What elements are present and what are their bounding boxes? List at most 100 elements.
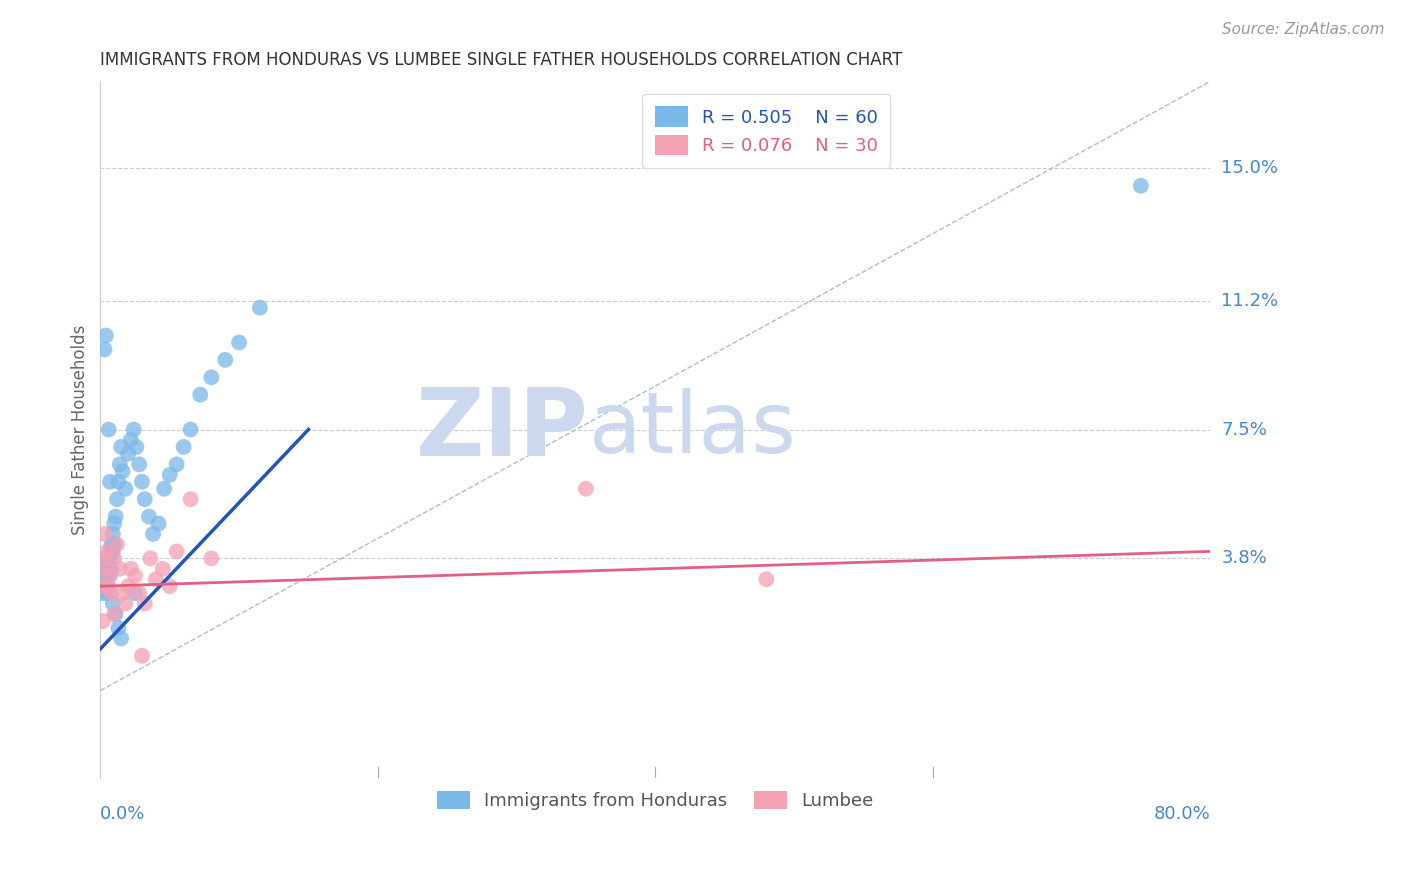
Point	[98, 568, 121, 582]
Point	[188, 387, 211, 401]
Point	[134, 492, 156, 507]
Point	[96, 586, 118, 600]
Point	[103, 516, 125, 531]
Text: 3.8%: 3.8%	[1222, 549, 1267, 567]
Point	[131, 475, 153, 489]
Point	[180, 423, 202, 437]
Text: 0.0%: 0.0%	[100, 805, 146, 823]
Point	[97, 568, 120, 582]
Point	[153, 482, 176, 496]
Point	[142, 527, 165, 541]
Point	[166, 458, 188, 472]
Point	[107, 621, 129, 635]
Point	[91, 614, 114, 628]
Point	[114, 597, 136, 611]
Point	[93, 579, 115, 593]
Point	[94, 566, 117, 580]
Point	[755, 572, 778, 586]
Point	[104, 509, 127, 524]
Text: 7.5%: 7.5%	[1222, 420, 1267, 439]
Point	[101, 544, 124, 558]
Text: IMMIGRANTS FROM HONDURAS VS LUMBEE SINGLE FATHER HOUSEHOLDS CORRELATION CHART: IMMIGRANTS FROM HONDURAS VS LUMBEE SINGL…	[100, 51, 903, 69]
Point	[148, 516, 170, 531]
Point	[93, 527, 115, 541]
Text: 11.2%: 11.2%	[1222, 292, 1278, 310]
Point	[200, 551, 222, 566]
Point	[90, 579, 112, 593]
Point	[134, 597, 156, 611]
Point	[138, 509, 160, 524]
Point	[100, 562, 122, 576]
Point	[105, 492, 128, 507]
Point	[228, 335, 250, 350]
Point	[200, 370, 222, 384]
Point	[97, 579, 120, 593]
Point	[98, 544, 121, 558]
Point	[91, 572, 114, 586]
Point	[96, 562, 118, 576]
Point	[103, 607, 125, 621]
Point	[166, 544, 188, 558]
Point	[98, 551, 121, 566]
Point	[91, 551, 114, 566]
Point	[101, 597, 124, 611]
Point	[180, 492, 202, 507]
Point	[159, 467, 181, 482]
Point	[105, 537, 128, 551]
Point	[125, 440, 148, 454]
Point	[90, 568, 112, 582]
Point	[114, 482, 136, 496]
Point	[110, 440, 132, 454]
Point	[131, 648, 153, 663]
Point	[128, 458, 150, 472]
Point	[122, 423, 145, 437]
Point	[90, 579, 112, 593]
Point	[94, 575, 117, 590]
Point	[91, 562, 114, 576]
Text: ZIP: ZIP	[416, 384, 589, 475]
Text: Source: ZipAtlas.com: Source: ZipAtlas.com	[1222, 22, 1385, 37]
Text: 80.0%: 80.0%	[1153, 805, 1211, 823]
Point	[91, 586, 114, 600]
Point	[117, 579, 139, 593]
Point	[249, 301, 271, 315]
Point	[214, 352, 236, 367]
Legend: Immigrants from Honduras, Lumbee: Immigrants from Honduras, Lumbee	[430, 784, 880, 817]
Point	[110, 632, 132, 646]
Point	[98, 475, 121, 489]
Point	[120, 433, 142, 447]
Point	[93, 568, 115, 582]
Point	[108, 562, 131, 576]
Point	[103, 537, 125, 551]
Point	[104, 607, 127, 621]
Point	[96, 544, 118, 558]
Point	[93, 343, 115, 357]
Point	[101, 527, 124, 541]
Point	[97, 558, 120, 573]
Point	[139, 551, 162, 566]
Point	[120, 562, 142, 576]
Text: 15.0%: 15.0%	[1222, 160, 1278, 178]
Point	[124, 568, 146, 582]
Point	[124, 586, 146, 600]
Point	[108, 458, 131, 472]
Point	[93, 558, 115, 573]
Y-axis label: Single Father Households: Single Father Households	[72, 325, 89, 534]
Point	[100, 537, 122, 551]
Point	[100, 586, 122, 600]
Point	[94, 328, 117, 343]
Text: atlas: atlas	[589, 388, 797, 471]
Point	[107, 475, 129, 489]
Point	[128, 586, 150, 600]
Point	[94, 562, 117, 576]
Point	[111, 586, 134, 600]
Point	[575, 482, 598, 496]
Point	[173, 440, 195, 454]
Point	[111, 464, 134, 478]
Point	[103, 551, 125, 566]
Point	[117, 447, 139, 461]
Point	[97, 423, 120, 437]
Point	[1129, 178, 1152, 193]
Point	[152, 562, 174, 576]
Point	[159, 579, 181, 593]
